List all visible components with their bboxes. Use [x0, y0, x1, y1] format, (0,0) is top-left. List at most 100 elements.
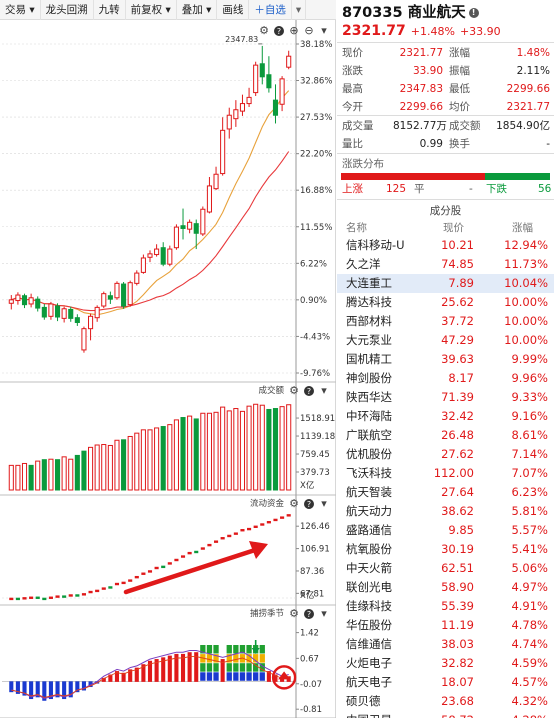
pct-cell: 4.32% — [511, 694, 548, 708]
flow-bar — [220, 537, 225, 540]
col-name-header[interactable]: 名称 — [346, 222, 367, 234]
season-bar — [108, 674, 113, 682]
table-row[interactable]: 佳缘科技 55.39 4.91% — [337, 597, 554, 616]
table-row[interactable]: 中环海陆 32.42 9.16% — [337, 407, 554, 426]
toolbar-overlay[interactable]: 叠加 ▾ — [177, 0, 218, 20]
candle — [8, 299, 14, 304]
table-row[interactable]: 联创光电 58.90 4.97% — [337, 578, 554, 597]
price-cell: 30.19 — [441, 542, 474, 556]
toolbar-trade[interactable]: 交易 ▾ — [0, 0, 41, 20]
season-bar — [114, 671, 120, 682]
season-bar — [88, 681, 93, 688]
chart-canvas[interactable]: ▾ ⊖ ⊕? ⚙ 38.18% 32.86% 27.53% 22.20% 16.88% 11.55… — [0, 20, 336, 718]
toolbar-draw[interactable]: 画线 — [217, 0, 250, 20]
table-row[interactable]: 航天电子 18.07 4.57% — [337, 673, 554, 692]
table-row[interactable]: 西部材料 37.72 10.00% — [337, 312, 554, 331]
stock-name-cell: 火炬电子 — [346, 656, 392, 670]
table-row[interactable]: 信维通信 38.03 4.74% — [337, 635, 554, 654]
help-icon[interactable] — [304, 386, 314, 396]
y-axis-label: 1.42 — [300, 629, 319, 639]
divider — [337, 153, 554, 154]
volume-bar — [272, 408, 279, 491]
volume-bar — [213, 411, 219, 491]
toolbar-adjust[interactable]: 前复权 ▾ — [126, 0, 177, 20]
y-axis-label: 6.22% — [300, 259, 327, 269]
volume-bar — [28, 464, 34, 491]
candle — [220, 129, 226, 175]
y-axis-label: 759.45 — [300, 450, 330, 460]
table-row[interactable]: 航天动力 38.62 5.81% — [337, 502, 554, 521]
season-bar — [55, 681, 60, 698]
table-row[interactable]: 航天智装 27.64 6.23% — [337, 483, 554, 502]
volume-bar — [81, 450, 87, 491]
help-icon: ? — [307, 610, 311, 619]
current-price: 2321.77 — [342, 23, 406, 39]
candle — [286, 55, 292, 68]
toolbar-leader-backtrace[interactable]: 龙头回溯 — [41, 0, 94, 20]
table-row[interactable]: 优机股份 27.62 7.14% — [337, 445, 554, 464]
table-row[interactable]: 盛路通信 9.85 5.57% — [337, 521, 554, 540]
quote-label: 涨幅 — [449, 47, 470, 59]
table-row[interactable]: 中天火箭 62.51 5.06% — [337, 559, 554, 578]
toolbar-adjust-label: 前复权 — [130, 3, 163, 16]
table-row[interactable]: 火炬电子 32.82 4.59% — [337, 654, 554, 673]
change-amount: +33.90 — [459, 25, 501, 38]
table-row[interactable]: 杭氧股份 30.19 5.41% — [337, 540, 554, 559]
signal-block — [259, 654, 265, 663]
flow-bar — [187, 551, 192, 555]
table-row[interactable]: 广联航空 26.48 8.61% — [337, 426, 554, 445]
table-row[interactable]: 大连重工 7.89 10.04% — [337, 274, 554, 293]
y-axis-label: 22.20% — [300, 150, 332, 160]
table-row[interactable]: 大元泵业 47.29 10.00% — [337, 331, 554, 350]
season-bar — [187, 652, 192, 682]
pct-cell: 9.33% — [511, 390, 548, 404]
info-icon[interactable]: ! — [468, 8, 479, 18]
price-cell: 47.29 — [441, 333, 474, 347]
table-row[interactable]: 腾达科技 25.62 10.00% — [337, 293, 554, 312]
dropdown-icon: ▾ — [321, 607, 327, 620]
signal-block — [206, 645, 213, 654]
table-row[interactable]: 中国卫星 58.72 4.28% — [337, 711, 554, 718]
help-icon[interactable] — [304, 609, 314, 619]
quote-label: 最低 — [449, 83, 470, 95]
candle — [74, 317, 80, 323]
signal-block — [226, 645, 232, 654]
highlight-circle — [271, 665, 297, 690]
season-bar — [280, 677, 285, 682]
price-cell: 58.72 — [422, 711, 474, 718]
help-icon[interactable] — [274, 26, 284, 36]
quote-label: 均价 — [449, 101, 470, 113]
y-axis-label: 126.46 — [300, 522, 330, 532]
season-bar — [68, 681, 73, 698]
divider — [337, 199, 554, 200]
quote-value: 2299.66 — [506, 83, 550, 95]
table-row[interactable]: 国机精工 39.63 9.99% — [337, 350, 554, 369]
price-cell: 26.48 — [441, 428, 474, 442]
highlight-arrow-icon — [278, 671, 291, 680]
table-row[interactable]: 硕贝德 23.68 4.32% — [337, 692, 554, 711]
table-row[interactable]: 飞沃科技 112.00 7.07% — [337, 464, 554, 483]
toolbar-nine-turn[interactable]: 九转 — [94, 0, 126, 20]
flow-bar — [273, 518, 278, 522]
stock-name-cell: 中天火箭 — [346, 561, 392, 575]
table-row[interactable]: 久之洋 74.85 11.73% — [337, 255, 554, 274]
stock-name-cell: 航天智装 — [346, 485, 392, 499]
col-pct-header[interactable]: 涨幅 — [512, 222, 533, 234]
table-row[interactable]: 神剑股份 8.17 9.96% — [337, 369, 554, 388]
season-title: 捕捞季节 — [250, 608, 285, 619]
pct-cell: 9.99% — [511, 352, 548, 366]
flow-bar — [161, 565, 166, 569]
table-row[interactable]: 陕西华达 71.39 9.33% — [337, 388, 554, 407]
col-price-header[interactable]: 现价 — [443, 222, 464, 234]
stock-name-cell: 国机精工 — [346, 352, 392, 366]
signal-block — [226, 672, 232, 681]
toolbar-more-button[interactable]: ▾ — [292, 0, 307, 20]
stock-name-cell: 联创光电 — [346, 580, 392, 594]
quote-label: 今开 — [342, 101, 363, 113]
help-icon[interactable] — [304, 499, 314, 509]
table-row[interactable]: 信科移动-U 10.21 12.94% — [337, 236, 554, 255]
season-bar — [273, 674, 278, 682]
stock-name-cell: 航天电子 — [346, 675, 392, 689]
table-row[interactable]: 华伍股份 11.19 4.78% — [337, 616, 554, 635]
add-watchlist-button[interactable]: ＋自选 — [249, 0, 292, 20]
